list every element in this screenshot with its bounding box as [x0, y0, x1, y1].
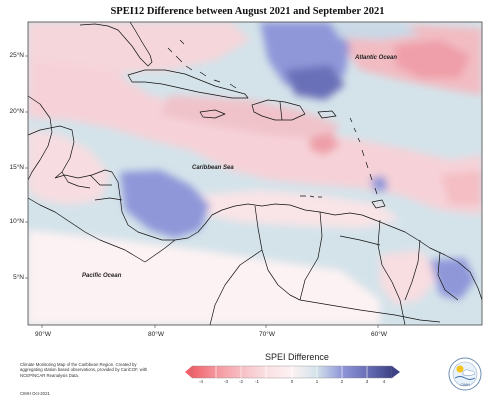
legend-tick: 2	[340, 379, 344, 384]
legend-tick: -2	[238, 379, 243, 384]
cimh-logo: CIMH	[448, 357, 482, 391]
legend-tick: 1	[315, 379, 319, 384]
lat-label-20n: 20°N	[9, 108, 24, 115]
logo-text: CIMH	[460, 383, 470, 387]
lon-label-80w: 80°W	[148, 331, 164, 338]
map-title: SPEI12 Difference between August 2021 an…	[110, 6, 385, 17]
credit-date: CIMH Oct-2021	[20, 391, 50, 396]
lat-label-5n: 5°N	[13, 274, 24, 281]
pacific-ocean-label: Pacific Ocean	[82, 273, 122, 279]
anomaly-field	[28, 22, 482, 325]
legend-tick: 0	[290, 379, 294, 384]
legend-tick: 3	[365, 379, 369, 384]
legend-colorbar	[185, 365, 400, 379]
legend-tick: -3	[223, 379, 228, 384]
legend-tick: -1	[254, 379, 259, 384]
atlantic-ocean-label: Atlantic Ocean	[355, 55, 398, 61]
legend-tick: -4	[198, 379, 203, 384]
lon-label-90w: 90°W	[35, 331, 51, 338]
caribbean-sea-label: Caribbean Sea	[192, 165, 234, 171]
legend-tick: 4	[382, 379, 386, 384]
lat-label-15n: 15°N	[9, 164, 24, 171]
legend-title: SPEI Difference	[265, 352, 329, 362]
lat-label-10n: 10°N	[9, 218, 24, 225]
lon-label-70w: 70°W	[259, 331, 275, 338]
credit-text: Climate Monitoring Map of the Caribbean …	[20, 362, 148, 378]
lon-label-60w: 60°W	[371, 331, 387, 338]
lat-label-25n: 25°N	[9, 52, 24, 59]
